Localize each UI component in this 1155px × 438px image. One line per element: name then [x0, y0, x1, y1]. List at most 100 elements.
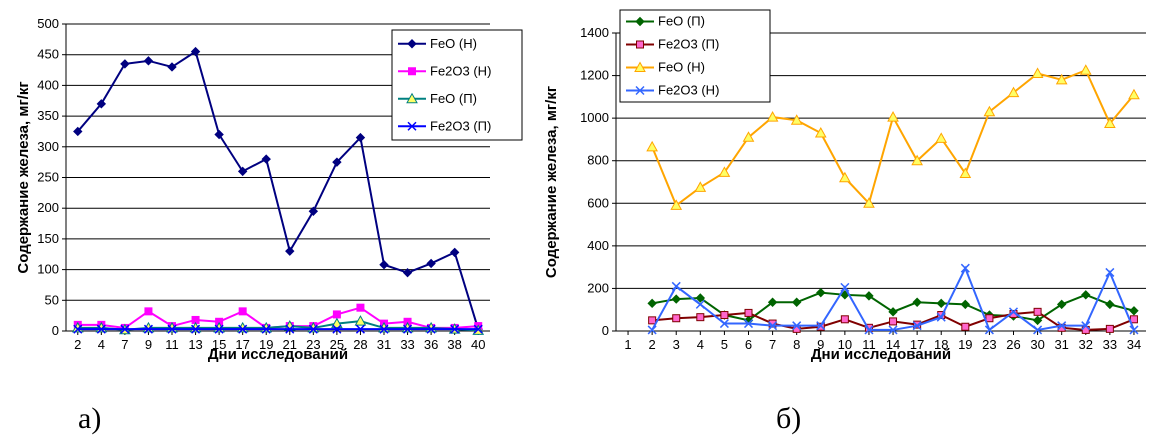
data-point — [864, 325, 874, 335]
data-point — [1008, 307, 1019, 317]
data-point — [648, 316, 657, 325]
y-tick-label: 1200 — [580, 68, 609, 83]
data-point — [332, 324, 342, 334]
data-point — [1033, 307, 1042, 316]
y-tick-label: 500 — [37, 16, 59, 31]
data-point — [936, 298, 946, 309]
legend-box — [391, 29, 523, 141]
data-point — [238, 307, 247, 316]
data-point — [143, 324, 153, 334]
data-point — [911, 154, 923, 166]
x-tick-label: 11 — [165, 337, 179, 352]
data-point — [120, 324, 130, 334]
series-fe2o3- — [647, 263, 1139, 335]
y-tick-label: 300 — [37, 139, 59, 154]
x-tick-label: 19 — [259, 337, 273, 352]
data-point — [647, 325, 657, 335]
x-tick-label: 14 — [886, 337, 900, 352]
data-point — [214, 324, 224, 334]
x-tick-label: 32 — [1079, 337, 1093, 352]
data-point — [214, 129, 224, 140]
x-axis-title: Дни исследований — [811, 346, 951, 363]
x-tick-label: 40 — [471, 337, 485, 352]
data-point — [1104, 117, 1116, 128]
x-tick-label: 7 — [769, 337, 776, 352]
data-point — [1032, 315, 1043, 326]
data-point — [719, 319, 729, 329]
legend-entry: Fe2O3 (Н) — [430, 63, 491, 78]
legend-entry: FeO (П) — [430, 91, 477, 106]
series-line — [77, 306, 479, 329]
data-point — [790, 114, 803, 125]
data-point — [261, 324, 271, 334]
x-tick-label: 34 — [1127, 337, 1141, 352]
data-point — [960, 299, 971, 310]
x-tick-label: 38 — [447, 337, 461, 352]
data-point — [1055, 73, 1068, 85]
data-point — [696, 313, 705, 322]
x-tick-label: 19 — [958, 337, 972, 352]
data-point — [96, 324, 106, 334]
data-point — [167, 324, 177, 334]
x-tick-label: 25 — [330, 337, 344, 352]
data-point — [816, 287, 826, 298]
y-tick-label: 1000 — [580, 110, 609, 125]
x-axis-title: Дни исследований — [208, 346, 348, 363]
data-point — [403, 324, 413, 334]
data-point — [379, 259, 389, 270]
data-point — [1105, 299, 1115, 310]
data-point — [1057, 323, 1066, 332]
data-point — [816, 322, 825, 331]
x-tick-label: 21 — [283, 337, 297, 352]
data-point — [887, 111, 899, 122]
data-point — [864, 291, 874, 301]
x-tick-label: 10 — [838, 337, 852, 352]
x-tick-label: 2 — [74, 337, 81, 352]
legend: FeO (П) Fe2O3 (П) FeO (Н) Fe2O3 (Н) — [619, 9, 771, 103]
legend-entry: FeO (П) — [658, 14, 705, 29]
data-point — [888, 325, 898, 335]
legend-swatch-marker — [634, 61, 646, 72]
legend-swatch-marker — [408, 67, 416, 76]
data-point — [814, 127, 827, 138]
y-tick-label: 1400 — [580, 25, 609, 40]
data-point — [308, 324, 318, 334]
data-point — [985, 314, 994, 323]
y-tick-label: 0 — [52, 323, 59, 338]
data-point — [285, 324, 295, 334]
data-point — [936, 312, 946, 322]
data-point — [308, 206, 319, 216]
data-point — [190, 46, 201, 57]
data-point — [672, 314, 681, 323]
x-tick-label: 23 — [982, 337, 996, 352]
legend-swatch-marker — [407, 121, 417, 131]
x-tick-label: 30 — [1030, 337, 1044, 352]
data-point — [792, 321, 802, 331]
data-point — [261, 154, 271, 164]
data-point — [742, 131, 755, 142]
data-point — [1056, 299, 1067, 310]
data-point — [1081, 321, 1091, 331]
y-tick-label: 50 — [45, 292, 59, 307]
data-point — [73, 324, 83, 334]
data-point — [473, 324, 483, 334]
y-tick-label: 100 — [37, 262, 59, 277]
data-point — [143, 56, 154, 66]
data-point — [1031, 67, 1044, 78]
legend-swatch-marker — [636, 40, 644, 49]
data-point — [237, 166, 248, 177]
legend-entry: Fe2O3 (П) — [658, 37, 719, 52]
x-tick-label: 13 — [188, 337, 202, 352]
legend-entry: FeO (Н) — [658, 60, 705, 75]
data-point — [889, 317, 898, 326]
y-tick-label: 400 — [37, 77, 59, 92]
data-point — [912, 321, 922, 331]
data-point — [1105, 267, 1115, 277]
legend-swatch-marker — [635, 16, 645, 27]
data-point — [960, 263, 970, 273]
data-point — [426, 258, 436, 269]
x-tick-label: 26 — [1006, 337, 1020, 352]
panel-label: б) — [776, 402, 801, 435]
